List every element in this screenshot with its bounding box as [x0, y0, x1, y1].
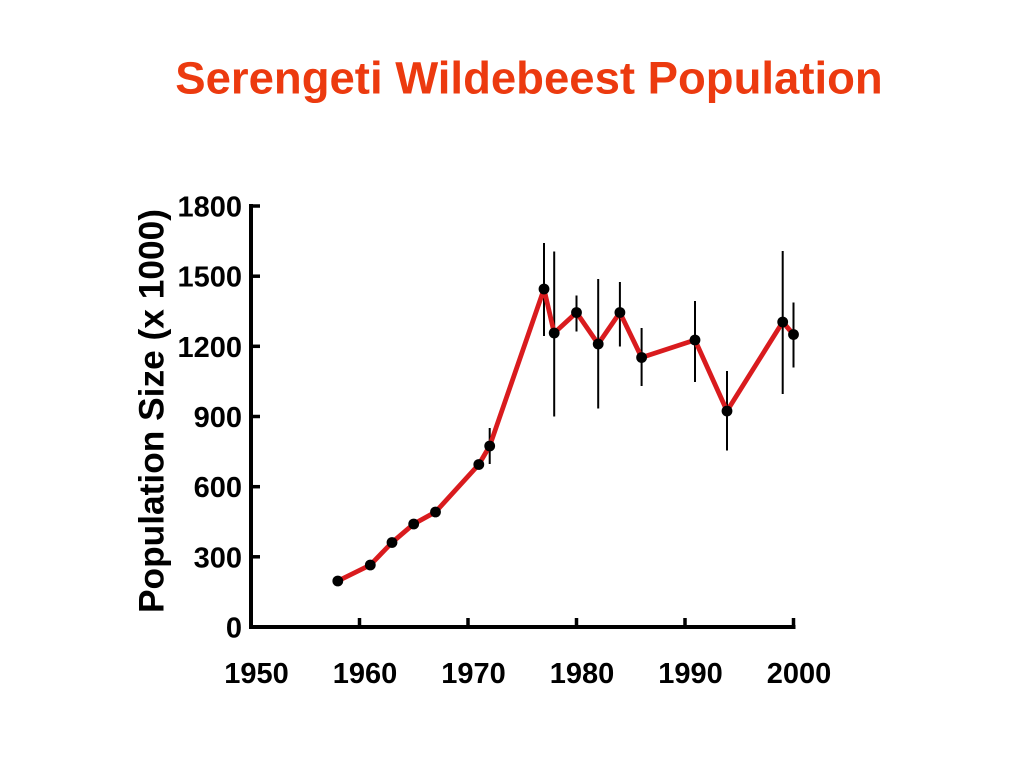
- svg-text:0: 0: [226, 613, 242, 645]
- svg-text:1950: 1950: [224, 658, 289, 690]
- svg-text:300: 300: [194, 542, 242, 574]
- svg-text:1500: 1500: [177, 262, 242, 294]
- svg-text:600: 600: [194, 472, 242, 504]
- svg-text:1960: 1960: [333, 658, 398, 690]
- svg-text:1980: 1980: [550, 658, 615, 690]
- svg-text:900: 900: [194, 402, 242, 434]
- svg-text:Serengeti Wildebeest Populatio: Serengeti Wildebeest Population: [175, 53, 882, 104]
- svg-text:1800: 1800: [177, 192, 242, 224]
- svg-text:Population Size (x 1000): Population Size (x 1000): [133, 209, 172, 613]
- svg-text:1200: 1200: [177, 332, 242, 364]
- svg-text:2000: 2000: [767, 658, 832, 690]
- svg-text:1970: 1970: [441, 658, 506, 690]
- svg-text:1990: 1990: [658, 658, 723, 690]
